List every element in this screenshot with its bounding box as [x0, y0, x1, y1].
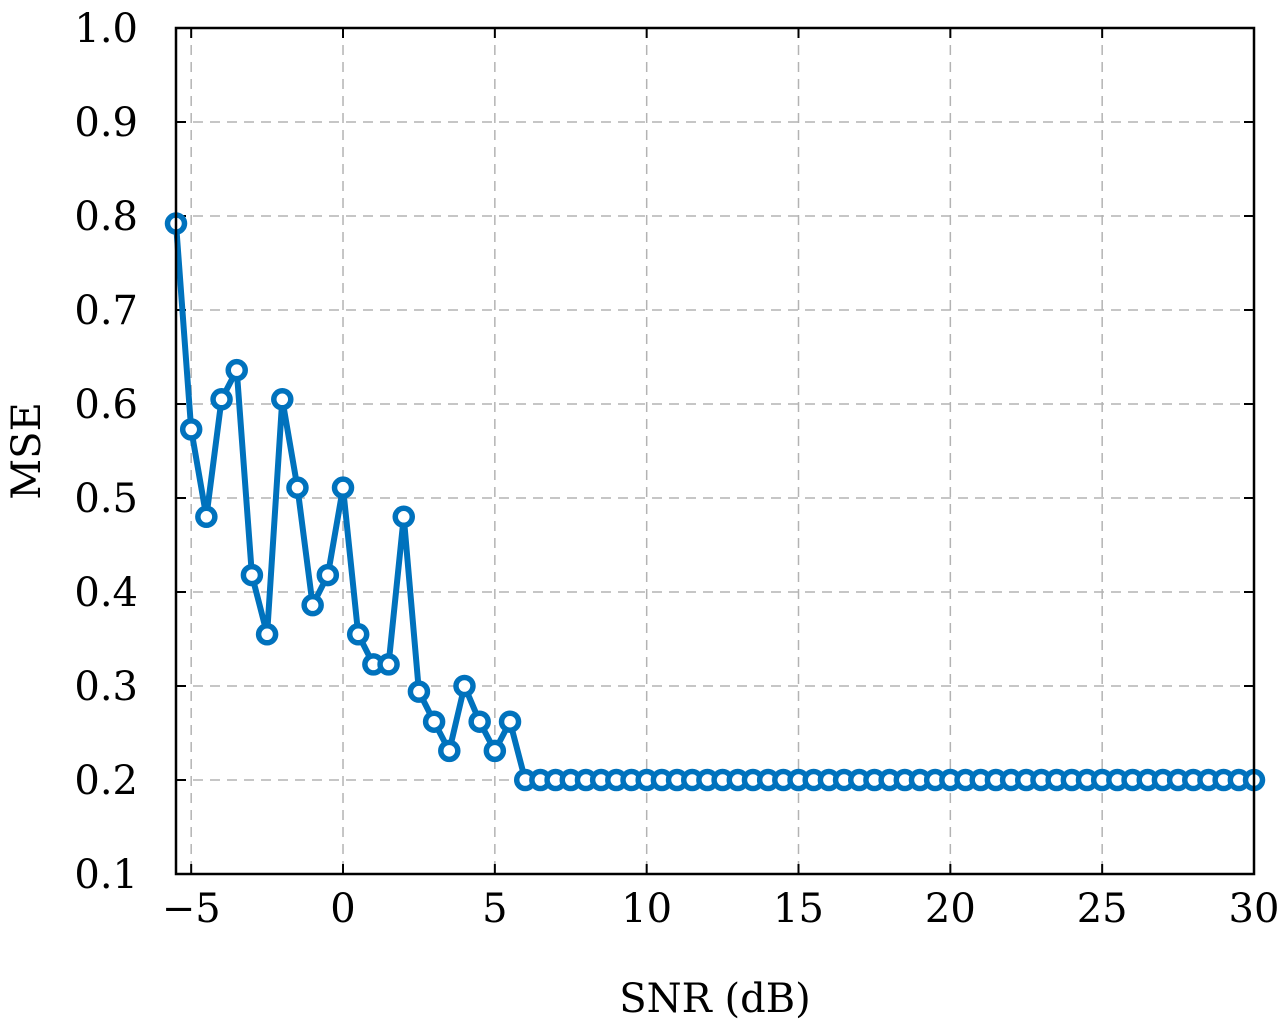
x-tick-label: 25: [1077, 886, 1128, 932]
data-point: [483, 739, 507, 763]
y-tick-label: 0.3: [74, 664, 138, 710]
y-tick-label: 0.2: [74, 758, 138, 804]
x-tick-label: 5: [482, 886, 507, 932]
data-point: [316, 563, 340, 587]
series-line: [173, 223, 1254, 783]
x-tick-label: 10: [621, 886, 672, 932]
data-point: [240, 563, 264, 587]
data-point: [225, 358, 248, 382]
x-tick-label: −5: [162, 886, 221, 932]
data-point: [286, 476, 309, 499]
y-axis-label: MSE: [4, 402, 50, 500]
data-point: [392, 505, 415, 529]
data-point: [468, 710, 491, 733]
data-point: [453, 674, 476, 698]
x-tick-label: 0: [330, 886, 355, 932]
y-tick-label: 0.9: [74, 100, 138, 146]
data-point: [331, 476, 355, 499]
x-axis-label: SNR (dB): [619, 976, 810, 1022]
data-point: [407, 680, 431, 703]
data-point: [498, 710, 522, 733]
data-point: [422, 710, 446, 733]
data-point: [195, 505, 218, 529]
data-point: [377, 653, 400, 676]
tick-labels: −5 0 5 10 15 20 25 30 0.1 0.2 0.3 0.4 0.5 0.6 0.7 0.8 0.…: [74, 6, 1279, 932]
series-layer: [164, 212, 1266, 792]
y-tick-label: 0.7: [74, 288, 138, 334]
x-tick-label: 20: [925, 886, 976, 932]
axis-ticks: [176, 27, 1255, 875]
data-point: [346, 623, 370, 646]
data-point: [438, 739, 461, 763]
y-tick-label: 0.4: [74, 570, 138, 616]
data-point: [210, 388, 233, 411]
y-tick-label: 0.6: [74, 382, 138, 428]
y-tick-label: 0.5: [74, 476, 138, 522]
x-tick-label: 15: [773, 886, 824, 932]
plot-frame: [174, 26, 1256, 876]
data-point: [301, 593, 324, 617]
grid: [176, 28, 1255, 874]
data-point: [271, 388, 294, 411]
data-point: [179, 418, 203, 441]
y-tick-label: 0.1: [74, 852, 138, 898]
x-tick-label: 30: [1229, 886, 1280, 932]
y-tick-label: 1.0: [74, 6, 138, 52]
data-point: [255, 623, 279, 646]
y-tick-label: 0.8: [74, 194, 138, 240]
